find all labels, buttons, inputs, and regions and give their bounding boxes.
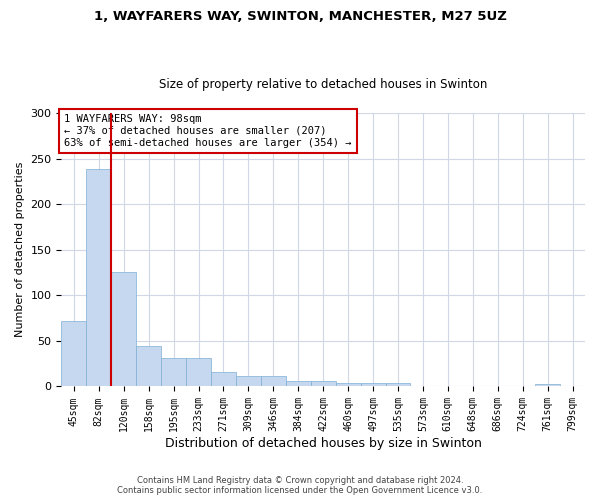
Bar bbox=[111, 272, 136, 386]
Bar bbox=[311, 381, 335, 386]
Text: 1 WAYFARERS WAY: 98sqm
← 37% of detached houses are smaller (207)
63% of semi-de: 1 WAYFARERS WAY: 98sqm ← 37% of detached… bbox=[64, 114, 352, 148]
Bar bbox=[286, 381, 311, 386]
Text: Contains HM Land Registry data © Crown copyright and database right 2024.
Contai: Contains HM Land Registry data © Crown c… bbox=[118, 476, 482, 495]
X-axis label: Distribution of detached houses by size in Swinton: Distribution of detached houses by size … bbox=[165, 437, 482, 450]
Bar bbox=[261, 376, 286, 386]
Bar bbox=[335, 383, 361, 386]
Bar bbox=[236, 376, 261, 386]
Bar bbox=[61, 321, 86, 386]
Bar bbox=[86, 168, 111, 386]
Text: 1, WAYFARERS WAY, SWINTON, MANCHESTER, M27 5UZ: 1, WAYFARERS WAY, SWINTON, MANCHESTER, M… bbox=[94, 10, 506, 23]
Title: Size of property relative to detached houses in Swinton: Size of property relative to detached ho… bbox=[159, 78, 487, 91]
Bar bbox=[161, 358, 186, 386]
Bar bbox=[535, 384, 560, 386]
Bar bbox=[386, 383, 410, 386]
Y-axis label: Number of detached properties: Number of detached properties bbox=[15, 162, 25, 338]
Bar bbox=[361, 383, 386, 386]
Bar bbox=[186, 358, 211, 386]
Bar bbox=[211, 372, 236, 386]
Bar bbox=[136, 346, 161, 387]
